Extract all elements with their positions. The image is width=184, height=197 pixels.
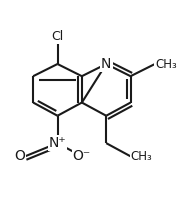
Text: CH₃: CH₃	[155, 58, 177, 71]
Text: O⁻: O⁻	[73, 149, 91, 163]
Text: Cl: Cl	[51, 30, 64, 43]
Text: O: O	[14, 149, 25, 163]
Text: N⁺: N⁺	[49, 136, 66, 150]
Text: CH₃: CH₃	[131, 150, 152, 163]
Text: N: N	[101, 57, 111, 71]
